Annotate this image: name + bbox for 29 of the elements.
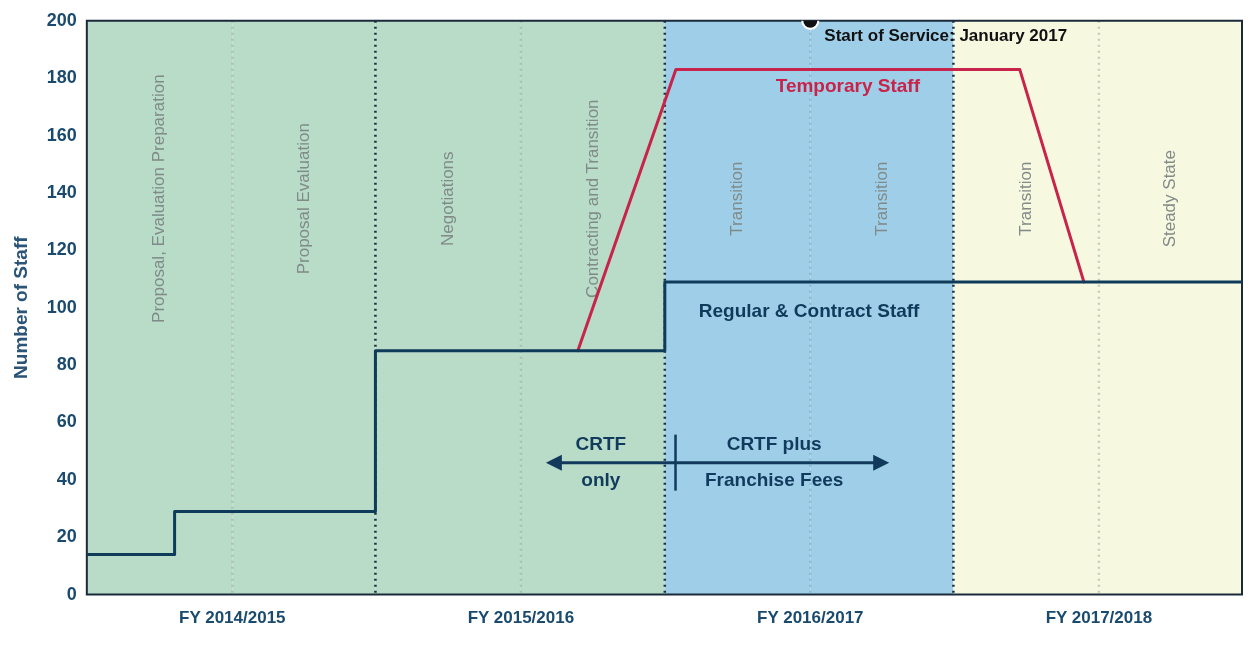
y-tick-label: 180 <box>46 67 77 88</box>
annotation: CRTF only <box>575 432 627 490</box>
band-label: Transition <box>1015 161 1035 236</box>
y-tick-label: 60 <box>56 411 77 432</box>
y-tick-label: 200 <box>46 9 77 30</box>
band-label: Negotiations <box>437 151 457 246</box>
band-label: Proposal Evaluation <box>293 123 313 275</box>
y-tick-label: 40 <box>56 468 77 489</box>
y-tick-label: 20 <box>56 526 77 547</box>
series-label: Regular & Contract Staff <box>698 299 921 321</box>
x-tick-label: FY 2016/2017 <box>757 608 864 628</box>
annotation: CRTF plus Franchise Fees <box>704 432 844 490</box>
x-tick-label: FY 2014/2015 <box>179 608 286 628</box>
y-axis-title: Number of Staff <box>9 235 31 379</box>
x-tick-label: FY 2015/2016 <box>467 608 575 628</box>
band-label: Contracting and Transition <box>582 99 602 298</box>
y-tick-label: 160 <box>46 124 77 145</box>
y-tick-label: 0 <box>66 583 77 604</box>
band-label: Transition <box>871 161 891 236</box>
annotation: Start of Service: January 2017 <box>824 26 1068 46</box>
band-label: Transition <box>727 161 747 236</box>
series-label: Temporary Staff <box>775 75 921 97</box>
y-tick-label: 140 <box>46 181 77 202</box>
band-label: Steady State <box>1160 150 1180 248</box>
x-tick-label: FY 2017/2018 <box>1045 608 1153 628</box>
y-tick-label: 120 <box>46 239 77 260</box>
y-tick-label: 100 <box>46 296 77 317</box>
y-tick-label: 80 <box>56 354 77 375</box>
band-label: Proposal, Evaluation Preparation <box>149 74 169 323</box>
